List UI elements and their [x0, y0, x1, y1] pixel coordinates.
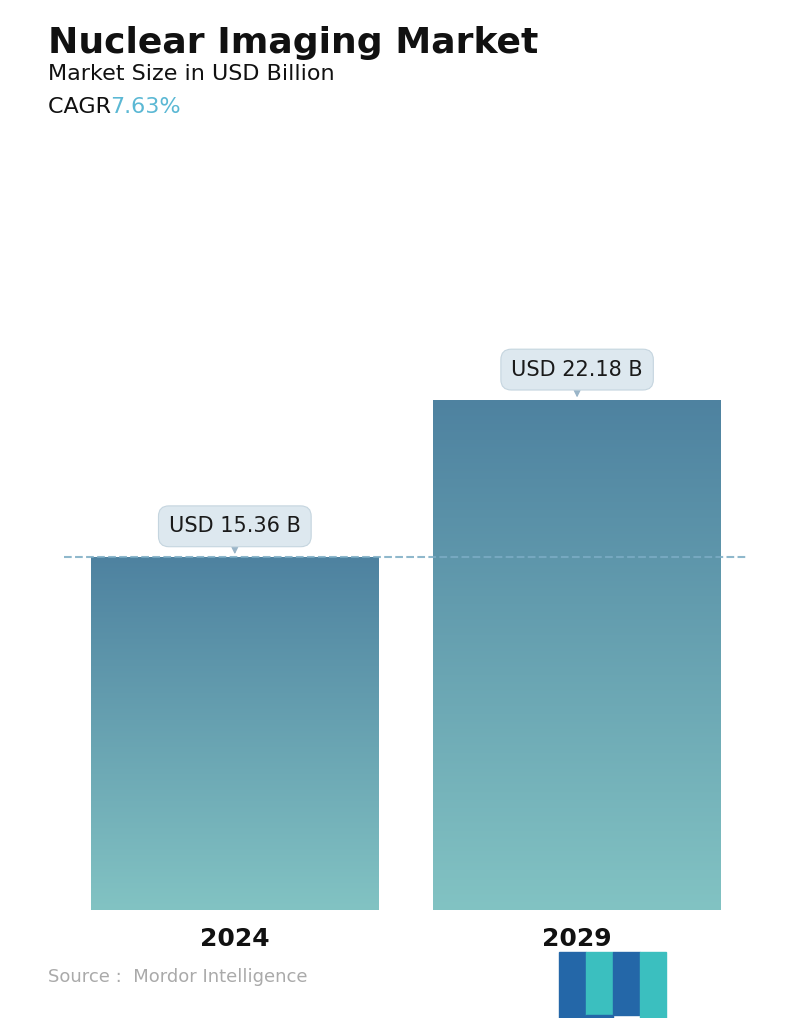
Text: CAGR: CAGR: [48, 97, 125, 117]
Polygon shape: [640, 952, 666, 1018]
Polygon shape: [560, 952, 586, 1018]
Polygon shape: [586, 1015, 613, 1018]
Text: USD 15.36 B: USD 15.36 B: [169, 516, 301, 552]
Text: Market Size in USD Billion: Market Size in USD Billion: [48, 64, 334, 84]
Text: Source :  Mordor Intelligence: Source : Mordor Intelligence: [48, 968, 307, 986]
Polygon shape: [586, 952, 613, 1015]
Text: 7.63%: 7.63%: [110, 97, 181, 117]
Polygon shape: [613, 952, 640, 1015]
Text: USD 22.18 B: USD 22.18 B: [511, 360, 643, 396]
Text: Nuclear Imaging Market: Nuclear Imaging Market: [48, 26, 538, 60]
